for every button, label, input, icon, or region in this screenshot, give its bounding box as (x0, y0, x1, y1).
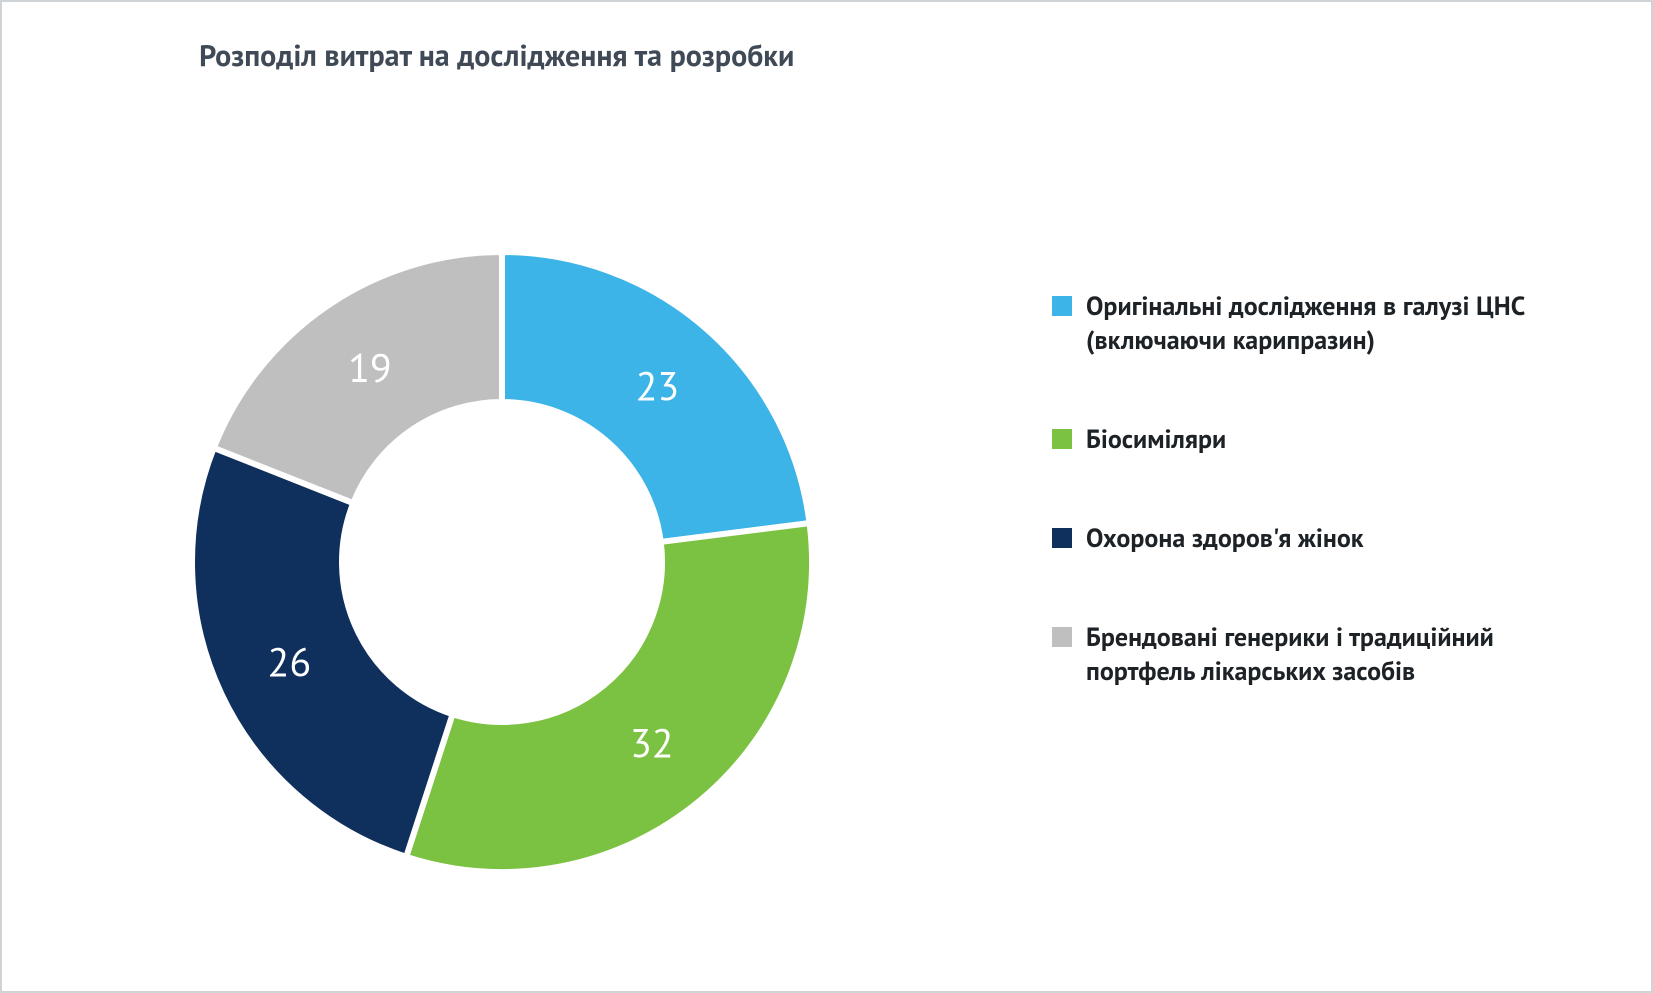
donut-chart: 23322619 (182, 242, 822, 882)
donut-slice-1 (406, 523, 812, 872)
legend-swatch-2 (1052, 528, 1072, 548)
chart-title: Розподіл витрат на дослідження та розроб… (2, 36, 991, 75)
donut-slice-0 (502, 252, 810, 542)
donut-slice-3 (214, 252, 502, 503)
legend: Оригінальні дослідження в галузі ЦНС (вк… (1052, 290, 1572, 754)
legend-item-0: Оригінальні дослідження в галузі ЦНС (вк… (1052, 290, 1572, 358)
legend-item-2: Охорона здоров'я жінок (1052, 522, 1572, 556)
legend-swatch-3 (1052, 627, 1072, 647)
legend-label-0: Оригінальні дослідження в галузі ЦНС (вк… (1086, 290, 1572, 358)
donut-svg (182, 242, 822, 882)
legend-item-1: Біосиміляри (1052, 423, 1572, 457)
legend-swatch-0 (1052, 296, 1072, 316)
donut-slice-2 (192, 448, 453, 857)
chart-frame: Розподіл витрат на дослідження та розроб… (0, 0, 1653, 993)
legend-label-2: Охорона здоров'я жінок (1086, 522, 1364, 556)
legend-swatch-1 (1052, 429, 1072, 449)
legend-label-3: Брендовані генерики і традиційний портфе… (1086, 621, 1572, 689)
legend-label-1: Біосиміляри (1086, 423, 1226, 457)
legend-item-3: Брендовані генерики і традиційний портфе… (1052, 621, 1572, 689)
